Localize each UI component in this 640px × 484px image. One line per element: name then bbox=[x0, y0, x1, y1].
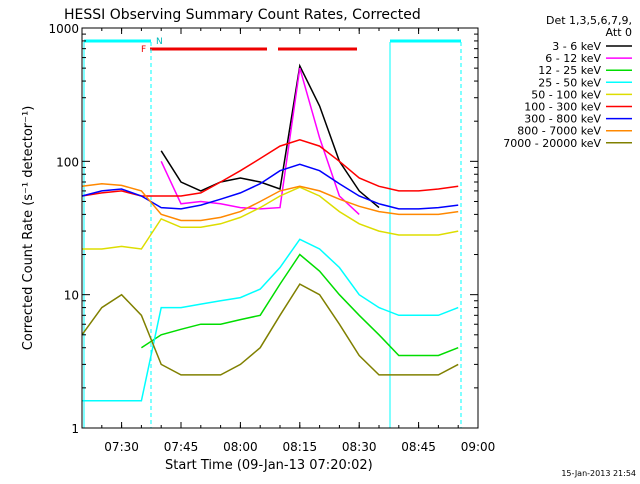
series-line-5 bbox=[81, 139, 459, 197]
x-tick-label: 07:45 bbox=[164, 440, 199, 454]
legend-label-4: 50 - 100 keV bbox=[531, 88, 601, 101]
legend-header-line-2: Att 0 bbox=[606, 26, 632, 39]
series-line-3 bbox=[82, 238, 459, 402]
plot-area: FN bbox=[81, 37, 462, 428]
footer-date: 15-Jan-2013 21:54 bbox=[561, 469, 636, 478]
x-tick-label: 08:45 bbox=[401, 440, 436, 454]
legend-header-line-1: Det 1,3,5,6,7,9, bbox=[546, 14, 632, 27]
legend-label-1: 6 - 12 keV bbox=[545, 52, 601, 65]
series-line-0 bbox=[160, 63, 380, 209]
legend-label-6: 300 - 800 keV bbox=[524, 113, 601, 126]
legend-label-5: 100 - 300 keV bbox=[524, 101, 601, 114]
x-axis-label: Start Time (09-Jan-13 07:20:02) bbox=[165, 458, 373, 473]
series-line-4 bbox=[82, 186, 459, 250]
flag-label-n: N bbox=[156, 37, 163, 47]
legend-label-2: 12 - 25 keV bbox=[538, 64, 601, 77]
y-axis-label: Corrected Count Rate (s⁻¹ detector⁻¹) bbox=[21, 106, 36, 351]
legend-label-8: 7000 - 20000 keV bbox=[503, 137, 601, 150]
legend-label-0: 3 - 6 keV bbox=[552, 40, 601, 53]
x-tick-label: 08:00 bbox=[223, 440, 258, 454]
x-tick-label: 08:15 bbox=[283, 440, 318, 454]
x-tick-label: 08:30 bbox=[342, 440, 377, 454]
series-line-2 bbox=[140, 253, 459, 357]
flag-label-f: F bbox=[141, 45, 146, 55]
y-tick-label: 1000 bbox=[48, 22, 79, 36]
y-tick-label: 1 bbox=[71, 422, 79, 436]
axes: 07:30 07:45 08:00 08:15 08:30 08:45 09:00 1 10 10… bbox=[48, 22, 495, 454]
x-tick-label: 07:30 bbox=[104, 440, 139, 454]
chart-title: HESSI Observing Summary Count Rates, Cor… bbox=[64, 7, 421, 23]
series-line-8 bbox=[81, 283, 459, 376]
y-tick-label: 10 bbox=[64, 289, 79, 303]
x-tick-label: 09:00 bbox=[461, 440, 496, 454]
y-tick-label: 100 bbox=[56, 155, 79, 169]
legend-label-7: 800 - 7000 keV bbox=[517, 125, 601, 138]
series-line-7 bbox=[81, 182, 459, 222]
legend-label-3: 25 - 50 keV bbox=[538, 76, 601, 89]
series-line-6 bbox=[81, 163, 459, 210]
series-line-1 bbox=[160, 67, 360, 215]
